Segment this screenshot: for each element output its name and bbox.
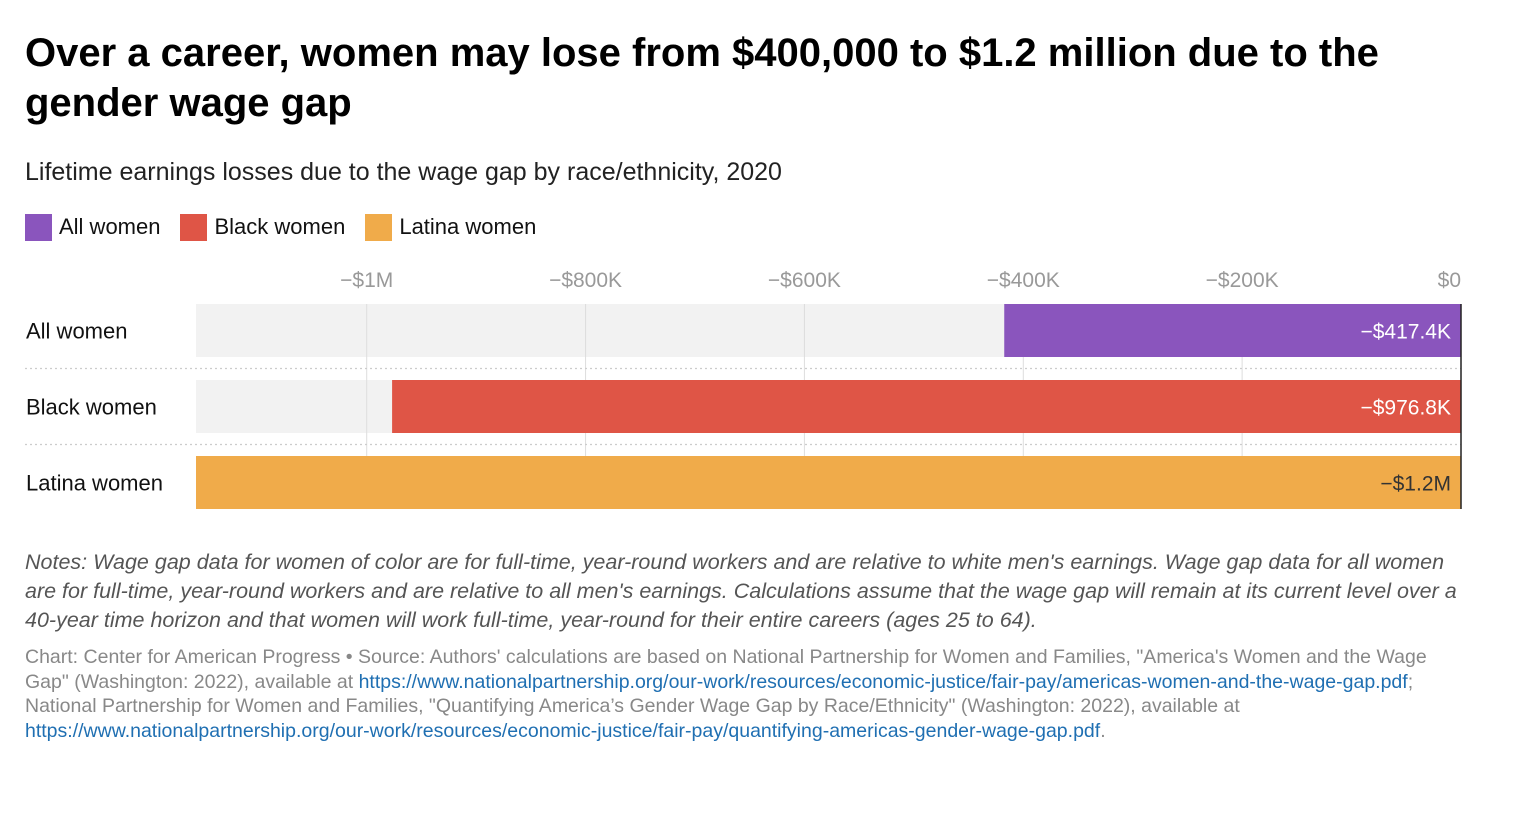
x-tick-label-4: −$200K xyxy=(1206,269,1279,292)
chart-subtitle: Lifetime earnings losses due to the wage… xyxy=(25,158,782,186)
legend-swatch-latina-women xyxy=(365,213,393,241)
source-text-3: . xyxy=(1100,719,1106,742)
legend-swatch-all-women xyxy=(25,213,52,241)
bar-chart: −$1M −$800K −$600K −$400K −$200K $0 All women −… xyxy=(25,269,1462,509)
x-tick-label-2: −$600K xyxy=(768,269,841,292)
source-link-1[interactable]: https://www.nationalpartnership.org/our-… xyxy=(358,670,1408,693)
legend: All women Black women Latina women xyxy=(25,212,556,242)
legend-swatch-black-women xyxy=(180,213,208,241)
bar-1 xyxy=(392,380,1461,433)
legend-label-latina-women: Latina women xyxy=(399,214,537,239)
x-tick-label-3: −$400K xyxy=(987,269,1060,292)
bar-0 xyxy=(1004,304,1461,357)
chart-notes: Notes: Wage gap data for women of color … xyxy=(25,550,1457,632)
x-tick-label-0: −$1M xyxy=(340,269,393,292)
legend-item-black-women: Black women xyxy=(180,213,346,241)
chart-source: Chart: Center for American Progress • So… xyxy=(25,645,1465,743)
x-tick-label-5: $0 xyxy=(1438,269,1461,292)
x-tick-label-1: −$800K xyxy=(549,269,622,292)
legend-item-all-women: All women xyxy=(25,213,161,241)
legend-label-black-women: Black women xyxy=(214,214,346,239)
value-label-1: −$976.8K xyxy=(1360,397,1451,420)
source-text-2: ; National Partnership for Women and Fam… xyxy=(25,670,1414,718)
source-text-1: Chart: Center for American Progress • So… xyxy=(25,646,1427,693)
source-link-2[interactable]: https://www.nationalpartnership.org/our-… xyxy=(25,719,1101,742)
legend-label-all-women: All women xyxy=(59,214,161,239)
category-label-1: Black women xyxy=(26,395,157,420)
value-label-0: −$417.4K xyxy=(1360,321,1451,344)
value-label-2: −$1.2M xyxy=(1380,473,1451,496)
category-label-2: Latina women xyxy=(26,471,163,496)
chart-title: Over a career, women may lose from $400,… xyxy=(25,31,1379,125)
bar-2 xyxy=(196,456,1461,509)
category-label-0: All women xyxy=(26,319,127,344)
legend-item-latina-women: Latina women xyxy=(365,213,537,241)
